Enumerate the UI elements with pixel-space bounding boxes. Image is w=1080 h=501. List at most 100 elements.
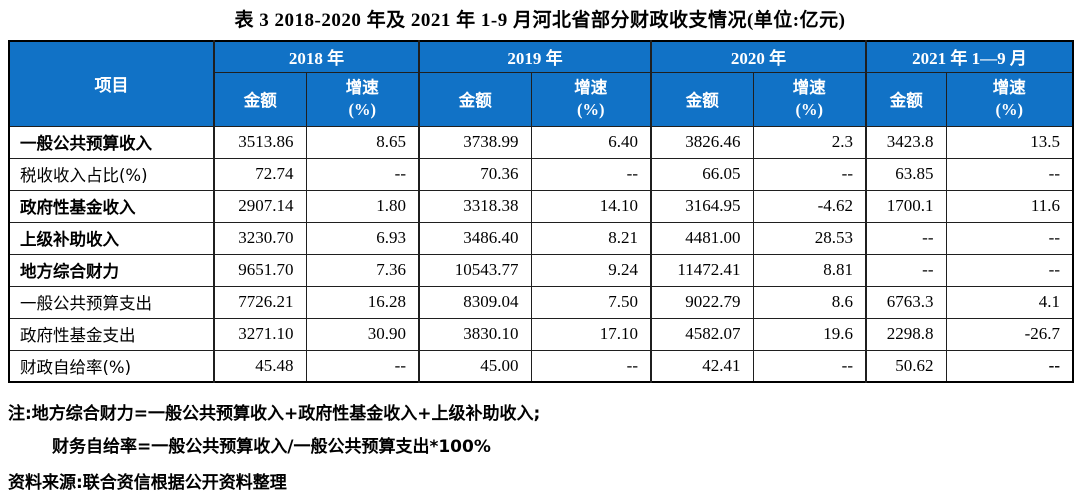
table-cell: 2907.14: [213, 189, 307, 223]
table-cell: 8.65: [305, 125, 420, 159]
table-cell: 1700.1: [865, 189, 947, 223]
row-label: 一般公共预算收入: [8, 125, 215, 159]
table-cell: --: [865, 253, 947, 287]
table-row-government-fund-expenditure: 政府性基金支出 3271.10 30.90 3830.10 17.10 4582…: [8, 317, 1074, 351]
note-line-formula-2: 财务自给率=一般公共预算收入/一般公共预算支出*100%: [52, 437, 491, 457]
table-row-tax-revenue-share: 税收收入占比(%) 72.74 -- 70.36 -- 66.05 -- 63.…: [8, 157, 1074, 191]
table-cell: 6763.3: [865, 285, 947, 319]
table-notes: 注:地方综合财力=一般公共预算收入+政府性基金收入+上级补助收入; 财务自给率=…: [8, 398, 1072, 500]
table-cell: 8.81: [752, 253, 867, 287]
table-cell: -26.7: [945, 317, 1074, 351]
table-cell: 8309.04: [418, 285, 532, 319]
table-cell: 16.28: [305, 285, 420, 319]
table-cell: 13.5: [945, 125, 1074, 159]
table-cell: 6.40: [530, 125, 652, 159]
table-cell: 3738.99: [418, 125, 532, 159]
table-cell: 3230.70: [213, 221, 307, 255]
fiscal-table: 项目 2018 年 2019 年 2020 年 2021 年 1—9 月 金额 …: [8, 40, 1074, 383]
table-cell: --: [305, 157, 420, 191]
column-header-item: 项目: [8, 40, 215, 127]
table-cell: 7.50: [530, 285, 652, 319]
row-label: 政府性基金支出: [8, 317, 215, 351]
table-cell: 45.48: [213, 349, 307, 383]
subheader-growth-2021: 增速 (%): [945, 71, 1074, 127]
row-label: 政府性基金收入: [8, 189, 215, 223]
table-cell: 19.6: [752, 317, 867, 351]
table-title: 表 3 2018-2020 年及 2021 年 1-9 月河北省部分财政收支情况…: [234, 10, 846, 31]
table-cell: 28.53: [752, 221, 867, 255]
table-cell: 3164.95: [650, 189, 754, 223]
table-row-general-budget-revenue: 一般公共预算收入 3513.86 8.65 3738.99 6.40 3826.…: [8, 125, 1074, 159]
table-cell: 14.10: [530, 189, 652, 223]
row-label: 地方综合财力: [8, 253, 215, 287]
row-label: 上级补助收入: [8, 221, 215, 255]
table-cell: 3830.10: [418, 317, 532, 351]
table-cell: 63.85: [865, 157, 947, 191]
table-row-local-comprehensive-financial-resources: 地方综合财力 9651.70 7.36 10543.77 9.24 11472.…: [8, 253, 1074, 287]
table-cell: --: [865, 221, 947, 255]
table-cell: 42.41: [650, 349, 754, 383]
table-cell: 7726.21: [213, 285, 307, 319]
table-cell: 9022.79: [650, 285, 754, 319]
column-header-year-2021: 2021 年 1—9 月: [865, 40, 1074, 73]
table-cell: --: [945, 157, 1074, 191]
table-cell: 2298.8: [865, 317, 947, 351]
table-cell: 4582.07: [650, 317, 754, 351]
table-cell: -4.62: [752, 189, 867, 223]
table-cell: 3486.40: [418, 221, 532, 255]
data-source-note: 资料来源:联合资信根据公开资料整理: [8, 473, 287, 493]
table-cell: 3423.8: [865, 125, 947, 159]
table-cell: --: [945, 349, 1074, 383]
column-header-year-2019: 2019 年: [418, 40, 652, 73]
table-cell: 8.6: [752, 285, 867, 319]
subheader-growth-2018: 增速 (%): [305, 71, 420, 127]
table-cell: 11472.41: [650, 253, 754, 287]
subheader-amount-2020: 金额: [650, 71, 754, 127]
table-cell: 3271.10: [213, 317, 307, 351]
table-cell: --: [945, 253, 1074, 287]
table-header: 项目 2018 年 2019 年 2020 年 2021 年 1—9 月 金额 …: [8, 40, 1074, 127]
table-cell: --: [752, 349, 867, 383]
table-row-government-fund-revenue: 政府性基金收入 2907.14 1.80 3318.38 14.10 3164.…: [8, 189, 1074, 223]
table-cell: 17.10: [530, 317, 652, 351]
table-cell: --: [305, 349, 420, 383]
table-cell: 9651.70: [213, 253, 307, 287]
table-cell: 72.74: [213, 157, 307, 191]
row-label: 税收收入占比(%): [8, 157, 215, 191]
table-cell: --: [945, 221, 1074, 255]
table-cell: 9.24: [530, 253, 652, 287]
table-cell: 1.80: [305, 189, 420, 223]
table-cell: 3826.46: [650, 125, 754, 159]
table-cell: 50.62: [865, 349, 947, 383]
table-cell: 66.05: [650, 157, 754, 191]
table-cell: 3513.86: [213, 125, 307, 159]
table-row-superior-subsidy-revenue: 上级补助收入 3230.70 6.93 3486.40 8.21 4481.00…: [8, 221, 1074, 255]
table-cell: 45.00: [418, 349, 532, 383]
table-row-general-budget-expenditure: 一般公共预算支出 7726.21 16.28 8309.04 7.50 9022…: [8, 285, 1074, 319]
column-header-year-2018: 2018 年: [213, 40, 420, 73]
table-cell: 6.93: [305, 221, 420, 255]
table-cell: 30.90: [305, 317, 420, 351]
table-cell: 10543.77: [418, 253, 532, 287]
row-label: 财政自给率(%): [8, 349, 215, 383]
table-row-fiscal-self-sufficiency-rate: 财政自给率(%) 45.48 -- 45.00 -- 42.41 -- 50.6…: [8, 349, 1074, 383]
subheader-growth-2020: 增速 (%): [752, 71, 867, 127]
table-cell: --: [752, 157, 867, 191]
table-cell: --: [530, 157, 652, 191]
column-header-year-2020: 2020 年: [650, 40, 867, 73]
table-cell: 2.3: [752, 125, 867, 159]
table-body: 一般公共预算收入 3513.86 8.65 3738.99 6.40 3826.…: [8, 125, 1074, 383]
table-cell: 4481.00: [650, 221, 754, 255]
header-subcolumn-row: 金额 增速 (%) 金额 增速 (%) 金额 增速 (%) 金额 增速 (%): [9, 71, 1074, 127]
subheader-amount-2021: 金额: [865, 71, 947, 127]
table-cell: 11.6: [945, 189, 1074, 223]
table-cell: --: [530, 349, 652, 383]
header-year-row: 项目 2018 年 2019 年 2020 年 2021 年 1—9 月: [8, 40, 1074, 127]
row-label: 一般公共预算支出: [8, 285, 215, 319]
subheader-amount-2019: 金额: [418, 71, 532, 127]
subheader-growth-2019: 增速 (%): [530, 71, 652, 127]
table-cell: 4.1: [945, 285, 1074, 319]
table-cell: 70.36: [418, 157, 532, 191]
table-cell: 8.21: [530, 221, 652, 255]
